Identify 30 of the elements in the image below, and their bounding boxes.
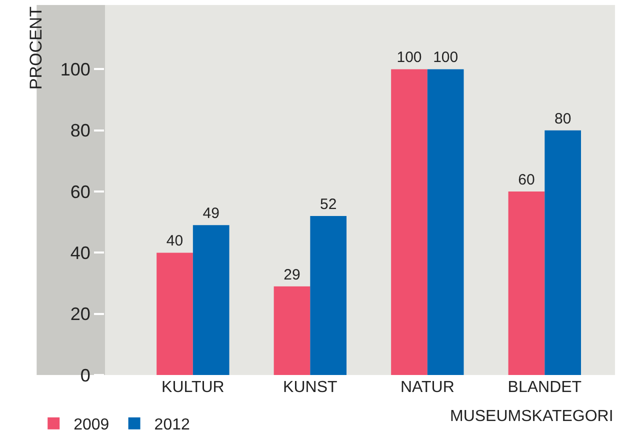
x-tick-label: KUNST bbox=[283, 379, 338, 396]
data-label: 100 bbox=[433, 49, 458, 66]
y-tick-label: 100 bbox=[60, 60, 90, 80]
legend-label: 2012 bbox=[154, 416, 190, 434]
data-label: 100 bbox=[396, 49, 422, 66]
bar bbox=[310, 216, 347, 375]
y-axis-title: PROCENT bbox=[26, 6, 46, 90]
data-label: 40 bbox=[166, 232, 184, 250]
data-label: 29 bbox=[284, 266, 300, 284]
data-label: 49 bbox=[202, 205, 220, 222]
x-tick-label: NATUR bbox=[400, 379, 454, 396]
bar bbox=[156, 252, 193, 375]
bar bbox=[508, 192, 545, 375]
y-tick-label: 80 bbox=[70, 120, 90, 141]
bar bbox=[427, 69, 464, 375]
y-tick-label: 20 bbox=[70, 304, 90, 324]
x-axis-title: MUSEUMSKATEGORI bbox=[450, 408, 614, 425]
legend-label: 2009 bbox=[74, 416, 110, 434]
x-tick-label: KULTUR bbox=[162, 379, 224, 396]
y-tick-label: 60 bbox=[70, 182, 90, 202]
data-label: 60 bbox=[518, 172, 535, 189]
data-label: 80 bbox=[554, 110, 572, 128]
x-tick-label: BLANDET bbox=[508, 379, 582, 396]
y-tick-label: 40 bbox=[70, 242, 90, 263]
data-label: 52 bbox=[320, 196, 337, 213]
bar bbox=[192, 225, 230, 375]
bar bbox=[274, 286, 310, 375]
bar bbox=[391, 69, 428, 375]
bar bbox=[544, 130, 581, 375]
y-tick-label: 0 bbox=[80, 365, 90, 386]
